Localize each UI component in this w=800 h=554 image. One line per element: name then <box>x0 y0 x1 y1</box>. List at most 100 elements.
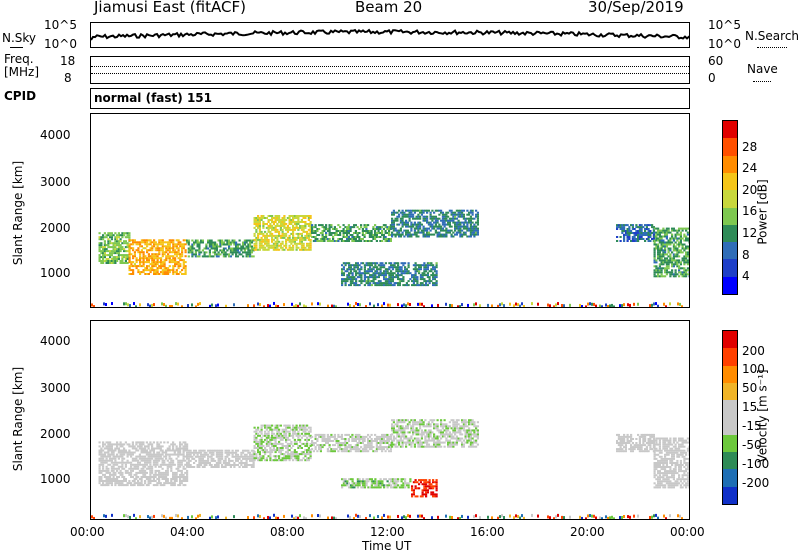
heatmap-cell <box>260 230 263 233</box>
heatmap-cell <box>123 467 126 470</box>
heatmap-cell <box>423 274 426 277</box>
heatmap-cell <box>228 449 231 452</box>
power-tick-24: 24 <box>742 161 758 175</box>
heatmap-cell <box>142 251 145 254</box>
heatmap-cell <box>112 248 115 251</box>
heatmap-cell <box>161 245 164 248</box>
heatmap-cell <box>130 476 133 478</box>
ground-scatter-cell <box>161 514 163 518</box>
heatmap-cell <box>353 486 356 489</box>
heatmap-cell <box>433 211 436 214</box>
heatmap-cell <box>426 284 429 287</box>
heatmap-cell <box>302 451 305 454</box>
heatmap-cell <box>318 444 321 447</box>
heatmap-cell <box>344 450 347 453</box>
heatmap-cell <box>276 242 279 245</box>
heatmap-cell <box>655 227 658 230</box>
heatmap-cell <box>269 455 272 458</box>
heatmap-cell <box>160 249 163 252</box>
heatmap-cell <box>109 234 112 237</box>
heatmap-cell <box>314 232 317 234</box>
heatmap-cell <box>452 211 455 214</box>
heatmap-cell <box>272 449 275 452</box>
heatmap-cell <box>98 248 101 251</box>
heatmap-cell <box>394 217 397 220</box>
heatmap-cell <box>341 484 344 487</box>
heatmap-cell <box>149 451 152 454</box>
heatmap-cell <box>307 238 310 241</box>
heatmap-cell <box>299 459 302 462</box>
heatmap-cell <box>365 270 368 273</box>
heatmap-cell <box>447 229 450 232</box>
ground-scatter-cell <box>191 303 193 307</box>
heatmap-cell <box>288 457 291 460</box>
heatmap-cell <box>347 240 350 242</box>
heatmap-cell <box>260 428 263 431</box>
heatmap-cell <box>391 223 394 226</box>
heatmap-cell <box>348 262 351 265</box>
heatmap-cell <box>271 217 274 219</box>
heatmap-cell <box>642 234 645 236</box>
heatmap-cell <box>412 278 415 281</box>
heatmap-cell <box>117 465 120 468</box>
heatmap-cell <box>657 245 660 248</box>
power-colorbar-segment <box>723 259 737 277</box>
heatmap-cell <box>179 478 182 480</box>
heatmap-cell <box>180 453 183 456</box>
heatmap-cell <box>274 440 277 443</box>
heatmap-cell <box>314 224 317 227</box>
heatmap-cell <box>290 246 293 249</box>
ground-scatter-cell <box>409 302 411 306</box>
heatmap-cell <box>212 255 215 258</box>
heatmap-cell <box>381 433 384 436</box>
ground-scatter-cell <box>293 517 295 519</box>
heatmap-cell <box>367 270 370 273</box>
heatmap-cell <box>149 255 152 258</box>
heatmap-cell <box>426 209 429 212</box>
heatmap-cell <box>466 221 469 224</box>
heatmap-cell <box>281 442 284 445</box>
heatmap-cell <box>353 484 356 487</box>
heatmap-cell <box>679 227 682 230</box>
heatmap-cell <box>293 426 296 429</box>
heatmap-cell <box>249 245 252 248</box>
heatmap-cell <box>347 230 350 232</box>
heatmap-cell <box>98 242 101 245</box>
heatmap-cell <box>292 215 295 217</box>
heatmap-cell <box>399 229 402 232</box>
heatmap-cell <box>430 274 433 277</box>
heatmap-cell <box>396 217 399 220</box>
heatmap-cell <box>158 257 161 260</box>
heatmap-cell <box>116 236 119 239</box>
heatmap-cell <box>340 240 343 242</box>
heatmap-cell <box>469 211 472 214</box>
heatmap-cell <box>658 235 661 238</box>
heatmap-cell <box>265 436 268 439</box>
heatmap-cell <box>144 465 147 468</box>
heatmap-cell <box>438 225 441 228</box>
heatmap-cell <box>623 224 626 227</box>
heatmap-cell <box>172 463 175 466</box>
heatmap-cell <box>208 241 211 244</box>
heatmap-cell <box>389 226 392 229</box>
heatmap-cell <box>110 451 113 454</box>
heatmap-cell <box>473 229 476 232</box>
heatmap-cell <box>369 262 372 265</box>
heatmap-cell <box>619 240 622 242</box>
heatmap-cell <box>117 246 120 249</box>
heatmap-cell <box>133 480 136 482</box>
heatmap-cell <box>147 259 150 262</box>
heatmap-cell <box>358 450 361 453</box>
heatmap-cell <box>159 465 162 468</box>
heatmap-cell <box>151 457 154 460</box>
heatmap-cell <box>112 467 115 470</box>
heatmap-cell <box>210 243 213 246</box>
heatmap-cell <box>438 209 441 212</box>
heatmap-cell <box>250 455 253 458</box>
heatmap-cell <box>187 455 190 458</box>
heatmap-cell <box>681 271 684 274</box>
heatmap-cell <box>330 240 333 242</box>
heatmap-cell <box>664 249 667 252</box>
heatmap-cell <box>370 230 373 232</box>
heatmap-cell <box>174 251 177 254</box>
